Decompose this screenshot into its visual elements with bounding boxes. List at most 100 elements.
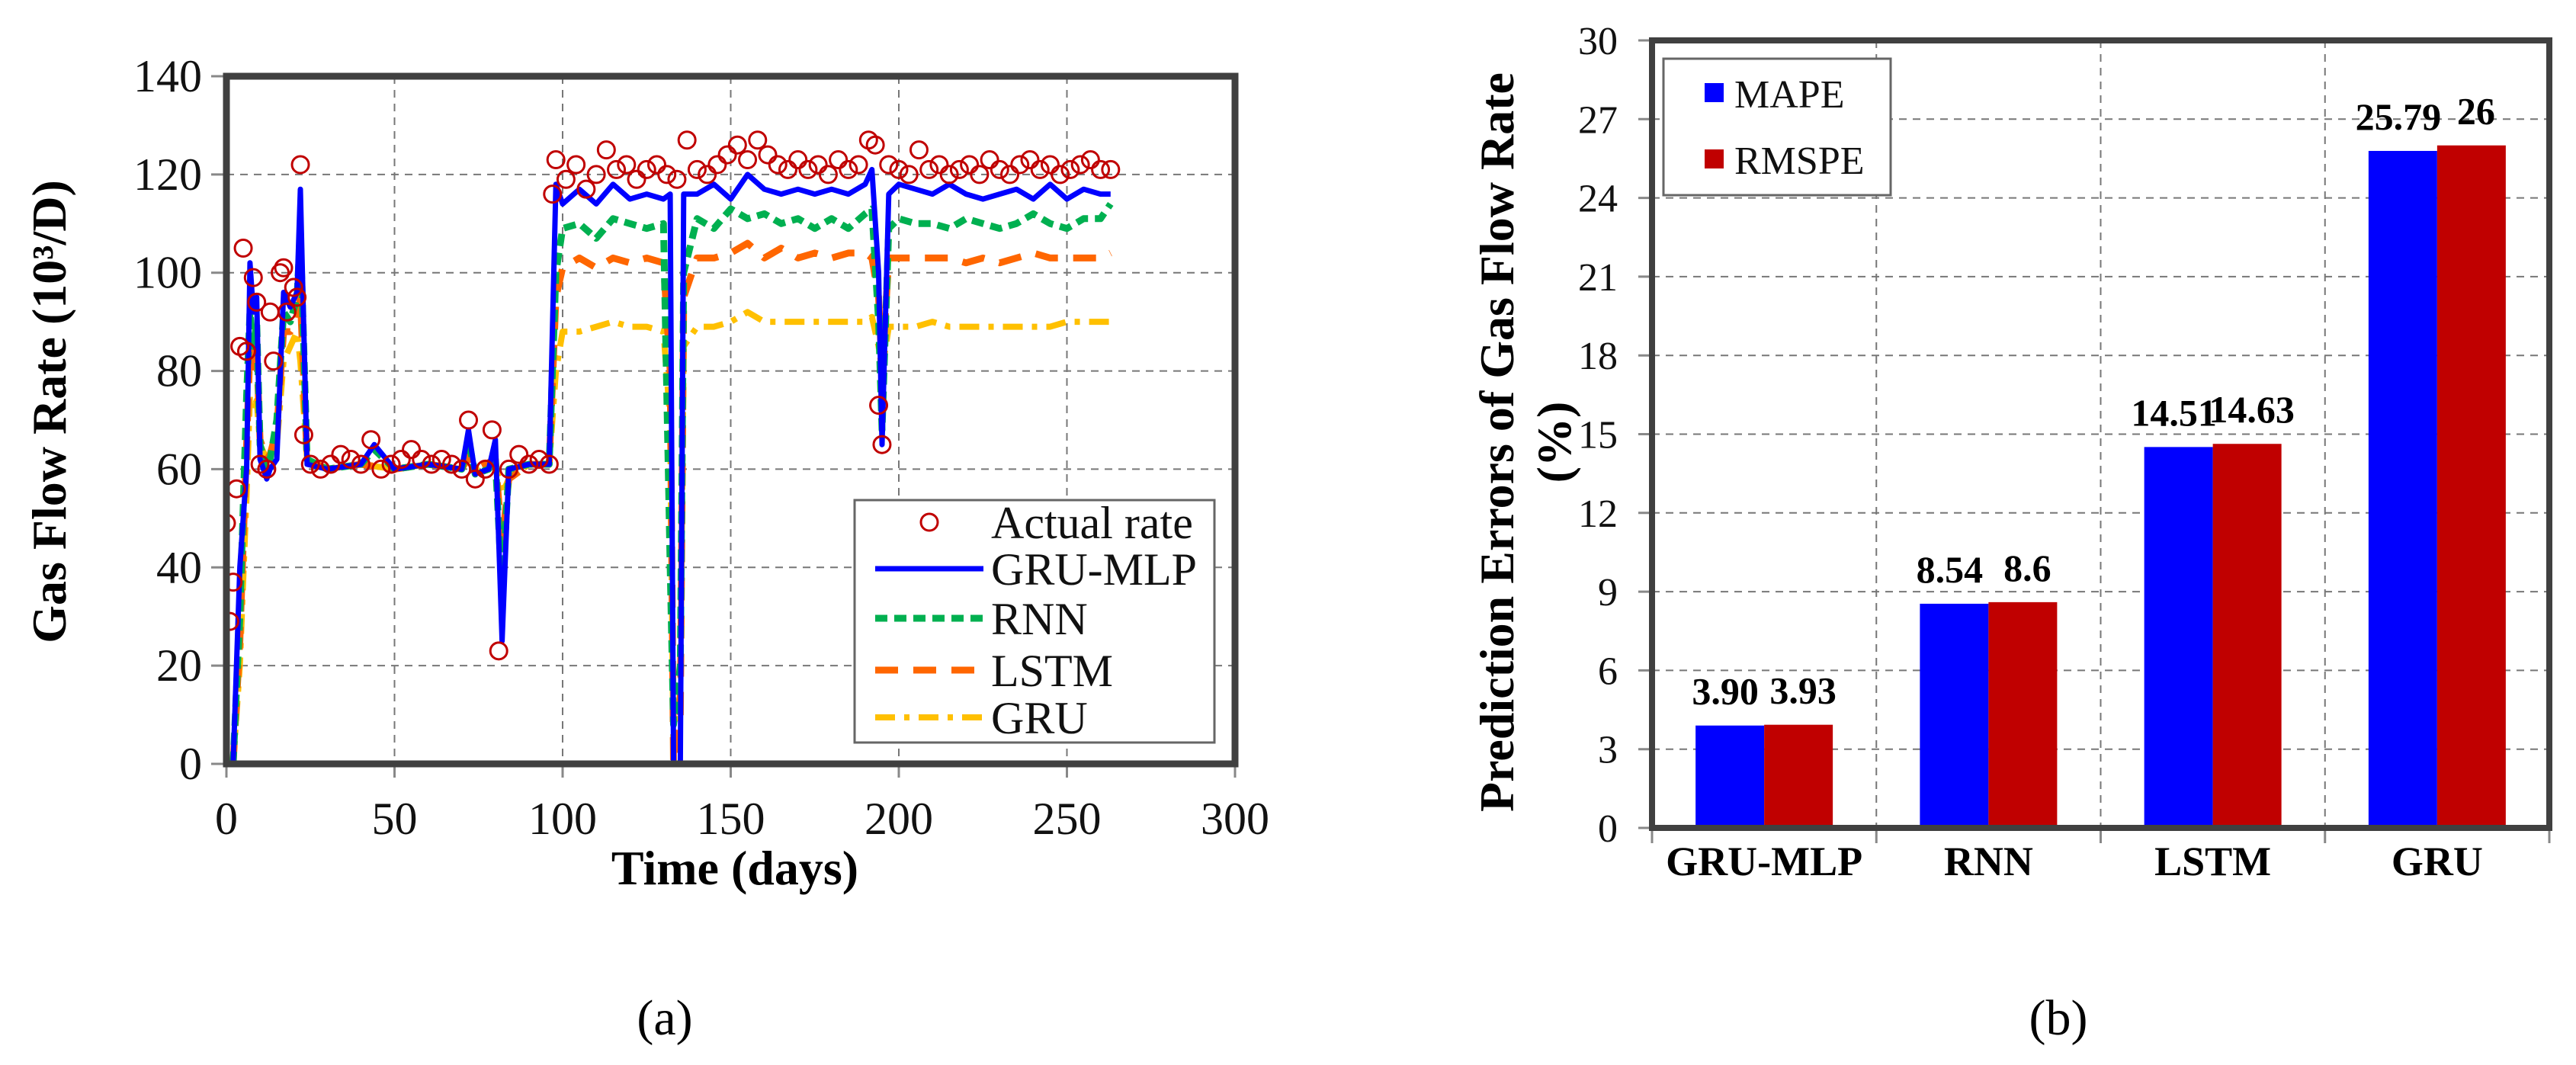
- data-point-actual-rate: [331, 444, 351, 464]
- data-point-actual-rate: [667, 169, 687, 189]
- bar-mape: [2144, 447, 2213, 828]
- legend-label: GRU-MLP: [991, 544, 1197, 595]
- data-point-actual-rate: [586, 165, 606, 184]
- data-point-actual-rate: [236, 342, 256, 361]
- data-point-actual-rate: [257, 459, 277, 479]
- data-point-actual-rate: [748, 130, 768, 150]
- data-point-actual-rate: [899, 165, 919, 184]
- plot-area: [226, 130, 1121, 768]
- data-point-actual-rate: [529, 450, 549, 470]
- data-point-actual-rate: [808, 155, 828, 175]
- data-point-actual-rate: [798, 159, 818, 179]
- legend-marker-rmspe: [1705, 149, 1724, 168]
- data-point-actual-rate: [243, 268, 263, 287]
- data-point-actual-rate: [657, 165, 677, 184]
- data-point-actual-rate: [1080, 150, 1100, 170]
- data-point-actual-rate: [556, 169, 576, 189]
- chart-b-error-bars: 0 3 6 9 12 15 18 21 24 27 30 3.90 3.93 GRU-MLP 8.54 8.6…: [1470, 20, 2552, 884]
- legend-label: LSTM: [991, 646, 1113, 696]
- data-point-actual-rate: [596, 140, 616, 160]
- data-point-actual-rate: [465, 469, 485, 489]
- data-point-actual-rate: [1040, 155, 1060, 175]
- data-point-actual-rate: [627, 169, 646, 189]
- data-point-actual-rate: [727, 135, 747, 155]
- data-label-mape: 25.79: [2356, 95, 2442, 138]
- data-point-actual-rate: [412, 450, 431, 470]
- y-tick-label: 40: [156, 542, 202, 592]
- data-point-actual-rate: [233, 239, 253, 258]
- x-tick-label: 200: [865, 794, 933, 844]
- data-point-actual-rate: [849, 155, 868, 175]
- legend-label: RMSPE: [1734, 140, 1865, 183]
- bar-mape: [1695, 725, 1765, 828]
- y-tick-label: 12: [1578, 492, 1618, 536]
- data-point-actual-rate: [990, 159, 1009, 179]
- x-tick-label: 300: [1201, 794, 1269, 844]
- y-tick-label: 60: [156, 444, 202, 494]
- data-point-actual-rate: [929, 155, 949, 175]
- data-point-actual-rate: [300, 454, 320, 474]
- legend: MAPE RMSPE: [1662, 57, 1892, 197]
- data-point-actual-rate: [509, 444, 529, 464]
- data-point-actual-rate: [452, 459, 472, 479]
- data-point-actual-rate: [872, 435, 892, 454]
- caption-b: (b): [2029, 990, 2088, 1046]
- caption-a: (a): [637, 990, 692, 1046]
- x-axis-title: Time (days): [611, 841, 858, 895]
- y-tick-label: 27: [1578, 98, 1618, 142]
- data-point-actual-rate: [260, 302, 280, 322]
- plot-frame: [1649, 37, 2552, 831]
- bar-mape: [2368, 150, 2437, 828]
- y-tick-label: 24: [1578, 178, 1618, 221]
- y-tick-label: 21: [1578, 256, 1618, 300]
- legend-box: [1662, 57, 1892, 197]
- data-point-actual-rate: [687, 159, 707, 179]
- category-label: GRU-MLP: [1666, 839, 1862, 884]
- data-point-actual-rate: [402, 440, 422, 460]
- bar-mape: [1920, 603, 1989, 828]
- data-point-actual-rate: [1070, 155, 1090, 175]
- y-tick-label: 18: [1578, 335, 1618, 378]
- data-point-actual-rate: [422, 454, 441, 474]
- data-point-actual-rate: [566, 155, 586, 175]
- data-point-actual-rate: [341, 450, 361, 470]
- series-line-gru: [229, 309, 1111, 767]
- y-tick-label: 100: [133, 248, 202, 298]
- data-point-actual-rate: [758, 145, 778, 165]
- data-point-actual-rate: [1091, 159, 1111, 179]
- y-tick-label: 3: [1598, 729, 1618, 772]
- y-tick-label: 20: [156, 640, 202, 691]
- data-point-actual-rate: [264, 351, 284, 371]
- legend-marker-actual-rate: [919, 512, 939, 532]
- data-point-actual-rate: [290, 155, 310, 175]
- data-point-actual-rate: [226, 513, 236, 533]
- data-point-actual-rate: [1000, 165, 1020, 184]
- x-tick-label: 250: [1033, 794, 1102, 844]
- legend-marker-mape: [1705, 83, 1724, 102]
- y-axis-title: Prediction Errors of Gas Flow Rate: [1470, 72, 1524, 812]
- data-point-actual-rate: [919, 159, 939, 179]
- y-tick-label: 30: [1578, 20, 1618, 63]
- bar-rmspe: [1764, 724, 1833, 828]
- data-point-actual-rate: [778, 159, 797, 179]
- data-point-actual-rate: [980, 150, 999, 170]
- data-point-actual-rate: [576, 179, 596, 199]
- series-line-lstm: [229, 239, 1112, 768]
- data-point-actual-rate: [371, 459, 391, 479]
- data-point-actual-rate: [546, 150, 566, 170]
- data-point-actual-rate: [889, 159, 909, 179]
- y-tick-label: 0: [1598, 807, 1618, 851]
- y-tick-label: 80: [156, 346, 202, 396]
- data-point-actual-rate: [1060, 159, 1080, 179]
- bar-rmspe: [2212, 444, 2282, 828]
- data-label-rmspe: 14.63: [2209, 388, 2295, 431]
- data-point-actual-rate: [939, 165, 959, 184]
- y-axis-title: Gas Flow Rate (10³/D): [22, 180, 76, 643]
- y-tick-label: 6: [1598, 650, 1618, 693]
- series-line-gru-mlp: [230, 166, 1111, 767]
- bar-rmspe: [2436, 145, 2506, 828]
- data-point-actual-rate: [489, 641, 508, 661]
- x-tick-label: 150: [697, 794, 765, 844]
